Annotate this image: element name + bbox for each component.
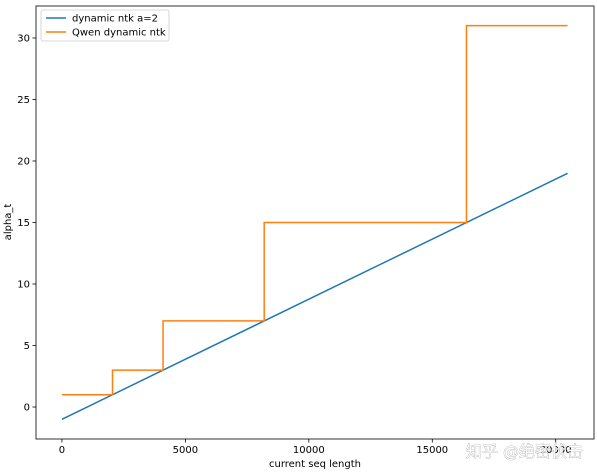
y-tick-label: 15 [17, 218, 30, 229]
y-tick-label: 20 [17, 156, 30, 167]
y-tick-label: 10 [17, 280, 30, 291]
x-tick-label: 5000 [173, 445, 198, 456]
y-tick-label: 5 [24, 341, 30, 352]
x-tick-label: 0 [59, 445, 65, 456]
legend: dynamic ntk a=2 Qwen dynamic ntk [41, 10, 169, 41]
y-tick-label: 25 [17, 95, 30, 106]
legend-label: Qwen dynamic ntk [72, 28, 166, 39]
x-tick-label: 10000 [293, 445, 325, 456]
watermark-text: 知乎 @绝密伏击 [466, 442, 583, 461]
y-tick-label: 30 [17, 33, 30, 44]
legend-label: dynamic ntk a=2 [72, 14, 158, 25]
y-axis-label: alpha_t [3, 204, 14, 241]
y-axis: 0 5 10 15 20 25 30 [17, 33, 36, 413]
x-tick-label: 15000 [416, 445, 448, 456]
x-axis-label: current seq length [269, 459, 361, 470]
y-tick-label: 0 [24, 403, 30, 414]
